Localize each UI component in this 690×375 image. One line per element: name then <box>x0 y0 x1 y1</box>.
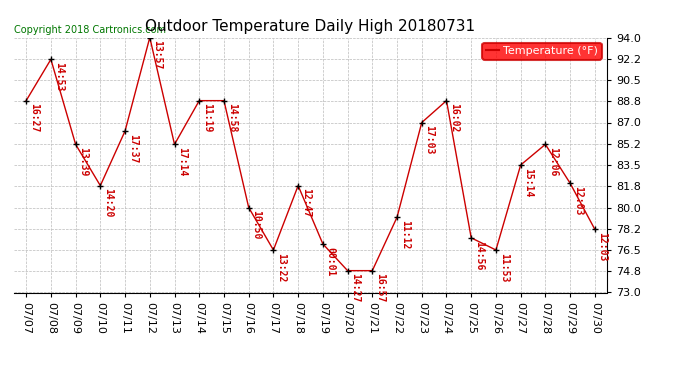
Text: 12:03: 12:03 <box>573 186 583 215</box>
Text: 12:47: 12:47 <box>301 188 311 218</box>
Text: 16:27: 16:27 <box>29 104 39 133</box>
Text: 14:27: 14:27 <box>351 273 360 303</box>
Text: 13:22: 13:22 <box>276 253 286 282</box>
Text: 11:19: 11:19 <box>202 104 212 133</box>
Text: 17:14: 17:14 <box>177 147 187 177</box>
Text: 10:50: 10:50 <box>251 210 262 240</box>
Text: 12:06: 12:06 <box>548 147 558 177</box>
Text: 15:14: 15:14 <box>524 168 533 197</box>
Title: Outdoor Temperature Daily High 20180731: Outdoor Temperature Daily High 20180731 <box>146 18 475 33</box>
Text: 16:02: 16:02 <box>449 104 460 133</box>
Text: 12:03: 12:03 <box>598 232 608 261</box>
Text: 17:03: 17:03 <box>424 125 435 154</box>
Text: 11:12: 11:12 <box>400 220 410 249</box>
Text: 00:01: 00:01 <box>326 247 335 276</box>
Text: 14:58: 14:58 <box>227 104 237 133</box>
Text: 13:39: 13:39 <box>79 147 88 177</box>
Text: 17:37: 17:37 <box>128 134 138 163</box>
Text: 16:57: 16:57 <box>375 273 385 303</box>
Legend: Temperature (°F): Temperature (°F) <box>482 43 602 60</box>
Text: 14:53: 14:53 <box>54 62 63 92</box>
Text: 14:56: 14:56 <box>474 241 484 270</box>
Text: Copyright 2018 Cartronics.com: Copyright 2018 Cartronics.com <box>14 25 166 35</box>
Text: 11:53: 11:53 <box>499 253 509 282</box>
Text: 13:57: 13:57 <box>152 40 163 70</box>
Text: 14:20: 14:20 <box>103 188 113 218</box>
